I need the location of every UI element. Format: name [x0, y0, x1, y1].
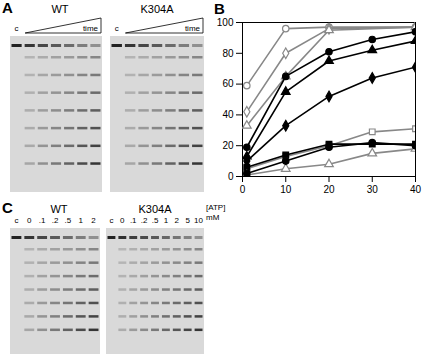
svg-text:.1: .1	[130, 216, 137, 225]
svg-text:100: 100	[217, 17, 234, 28]
svg-text:1: 1	[78, 216, 83, 225]
svg-text:.5: .5	[152, 216, 159, 225]
svg-text:0: 0	[228, 171, 234, 182]
svg-text:WT: WT	[51, 3, 68, 15]
svg-text:0: 0	[120, 216, 125, 225]
svg-text:2: 2	[91, 216, 96, 225]
svg-text:60: 60	[222, 78, 234, 89]
svg-text:20: 20	[222, 140, 234, 151]
svg-text:c: c	[109, 216, 113, 225]
svg-text:80: 80	[222, 48, 234, 59]
svg-text:30: 30	[367, 184, 379, 195]
svg-text:0: 0	[240, 184, 246, 195]
svg-text:40: 40	[222, 109, 234, 120]
svg-text:1: 1	[164, 216, 169, 225]
svg-text:.5: .5	[65, 216, 72, 225]
svg-text:5: 5	[185, 216, 190, 225]
svg-text:.2: .2	[141, 216, 148, 225]
svg-text:0: 0	[27, 216, 32, 225]
svg-text:C: C	[2, 199, 13, 216]
svg-text:mM: mM	[206, 213, 220, 222]
svg-text:c: c	[14, 216, 18, 225]
svg-text:time: time	[83, 24, 99, 33]
svg-text:K304A: K304A	[138, 203, 172, 215]
svg-text:c: c	[15, 24, 19, 33]
html-text:B: B	[214, 0, 225, 17]
svg-text:20: 20	[323, 184, 335, 195]
svg-text:K304A: K304A	[140, 3, 174, 15]
svg-text:WT: WT	[50, 203, 67, 215]
svg-text:[ATP]: [ATP]	[206, 203, 225, 212]
svg-text:10: 10	[194, 216, 203, 225]
svg-text:time: time	[185, 24, 201, 33]
svg-text:c: c	[115, 24, 119, 33]
svg-text:.1: .1	[39, 216, 46, 225]
svg-text:A: A	[2, 0, 13, 16]
svg-text:40: 40	[410, 184, 422, 195]
svg-text:.2: .2	[52, 216, 59, 225]
svg-text:2: 2	[175, 216, 180, 225]
svg-text:10: 10	[280, 184, 292, 195]
